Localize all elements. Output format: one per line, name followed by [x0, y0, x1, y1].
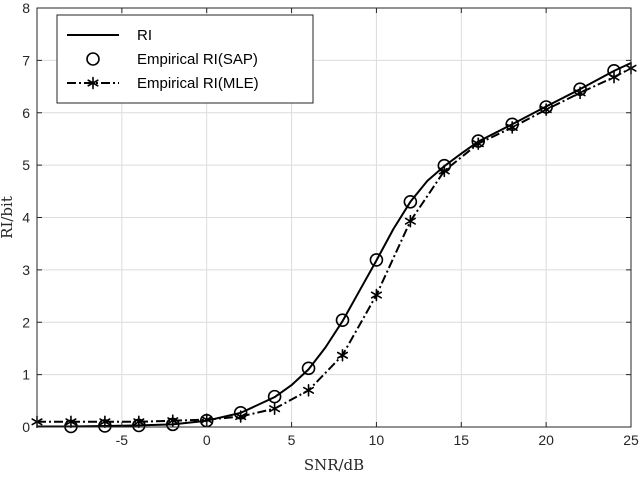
data-point [269, 402, 281, 415]
legend-label: Empirical RI(MLE) [137, 75, 259, 92]
data-point [404, 214, 416, 228]
legend-entry-0: RI [67, 27, 152, 44]
data-point [506, 121, 518, 134]
legend-label: Empirical RI(SAP) [137, 51, 258, 68]
y-tick-label: 4 [22, 210, 30, 226]
data-point [438, 164, 450, 178]
y-axis-label: RI/bit [0, 196, 16, 239]
x-tick-label: -5 [116, 432, 129, 448]
legend-entry-1: Empirical RI(SAP) [86, 51, 258, 68]
grid [37, 7, 632, 428]
x-tick-label: 10 [369, 432, 385, 448]
data-point [472, 137, 484, 150]
y-tick-label: 0 [22, 419, 30, 435]
y-tick-label: 5 [22, 157, 30, 173]
legend-marker [86, 52, 100, 66]
y-tick-label: 8 [22, 0, 30, 16]
data-point [99, 415, 111, 429]
data-point [335, 313, 350, 327]
legend-marker [87, 76, 99, 90]
data-point [235, 410, 247, 423]
data-point [301, 361, 316, 376]
data-point [403, 194, 418, 209]
data-point [167, 414, 179, 428]
y-tick-label: 3 [22, 262, 30, 278]
legend-entry-2: Empirical RI(MLE) [67, 75, 259, 92]
legend-label: RI [137, 27, 152, 44]
y-tick-label: 6 [22, 105, 30, 121]
data-point [540, 103, 552, 116]
x-tick-label: 0 [203, 432, 211, 448]
x-axis-label: SNR/dB [304, 456, 364, 474]
legend: RI Empirical RI(SAP) Empirical RI(MLE) [56, 14, 314, 104]
series-line [37, 62, 632, 428]
axis-ticks: -5 0 5 10 15 20 25 0 1 2 3 4 5 6 7 8 [22, 0, 639, 448]
data-point [369, 253, 384, 267]
data-point [65, 415, 77, 429]
data-point [370, 288, 382, 302]
y-tick-label: 2 [22, 314, 30, 330]
x-tick-label: 25 [623, 432, 639, 448]
data-point [133, 415, 145, 429]
series-1 [64, 64, 621, 434]
data-point [336, 348, 349, 362]
x-tick-label: 20 [538, 432, 554, 448]
data-point [608, 70, 620, 84]
series-2 [31, 61, 637, 429]
data-point [302, 384, 315, 397]
x-tick-label: 5 [288, 432, 296, 448]
plot-series [31, 61, 637, 434]
y-tick-label: 1 [22, 367, 30, 383]
data-point [574, 86, 586, 100]
series-line [37, 67, 632, 423]
x-tick-label: 15 [453, 432, 469, 448]
series-0 [37, 62, 632, 428]
y-tick-label: 7 [22, 52, 30, 68]
